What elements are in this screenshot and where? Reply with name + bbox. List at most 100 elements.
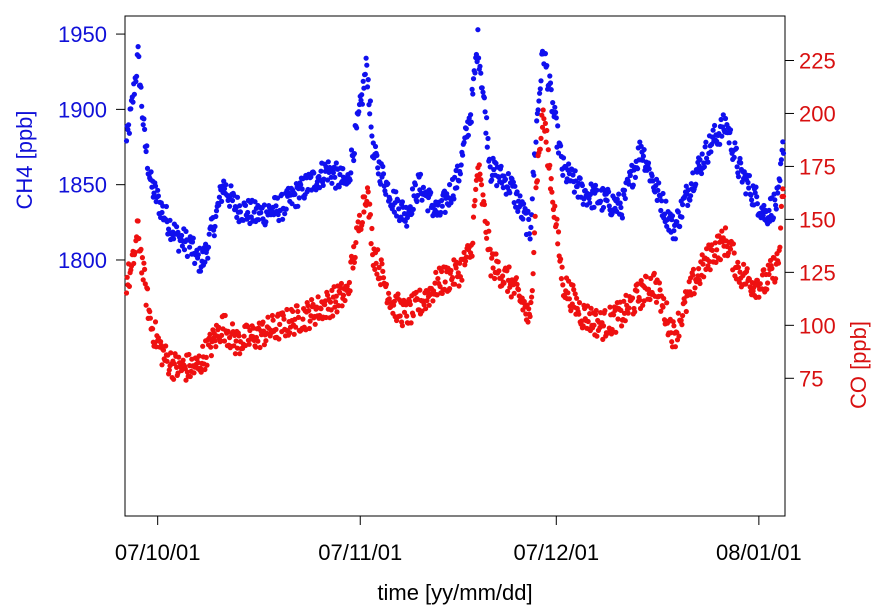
ch4-tick-label: 1900 [58, 97, 107, 122]
data-point [195, 252, 201, 258]
data-point [295, 308, 301, 315]
data-point [709, 247, 716, 253]
data-point [588, 305, 594, 311]
data-point [470, 91, 476, 97]
data-point [152, 183, 159, 189]
data-point [180, 357, 186, 363]
data-point [637, 297, 643, 303]
data-point [134, 73, 140, 79]
data-point [542, 120, 549, 126]
data-point [141, 260, 147, 266]
data-point [206, 231, 212, 237]
data-point [688, 193, 694, 199]
data-point [555, 241, 561, 247]
ch4-axis-title: CH4 [ppb] [12, 110, 37, 209]
data-point [202, 259, 208, 265]
data-point [537, 146, 543, 152]
data-point [600, 204, 607, 211]
data-point [372, 266, 378, 272]
data-point [399, 323, 405, 329]
data-point [560, 282, 566, 288]
data-point [586, 195, 592, 201]
data-point [347, 288, 353, 294]
data-point [346, 279, 352, 286]
data-point [494, 183, 500, 189]
data-point [135, 44, 141, 50]
data-point [404, 223, 410, 229]
data-point [282, 211, 288, 217]
data-point [351, 244, 357, 250]
data-point [479, 85, 485, 91]
data-point [225, 328, 231, 334]
data-point [495, 259, 501, 265]
data-point [566, 296, 573, 302]
data-point [465, 132, 471, 138]
data-point [697, 157, 703, 163]
data-point [269, 312, 275, 319]
data-point [570, 172, 576, 178]
data-point [159, 362, 165, 368]
data-point [527, 313, 533, 320]
co-axis-title: CO [ppb] [846, 321, 871, 409]
data-point [500, 273, 506, 279]
data-point [334, 309, 340, 315]
data-point [375, 165, 381, 171]
data-point [133, 78, 139, 85]
data-point [530, 271, 536, 277]
data-point [456, 178, 462, 184]
data-point [373, 260, 379, 266]
data-point [507, 190, 513, 196]
data-point [609, 326, 615, 333]
data-point [374, 152, 380, 158]
data-point [469, 253, 475, 259]
data-point [533, 185, 539, 191]
data-point [765, 280, 771, 286]
data-point [155, 187, 161, 193]
data-point [671, 323, 677, 329]
data-point [669, 217, 675, 223]
data-point [348, 147, 355, 153]
data-point [646, 166, 652, 172]
data-point [183, 377, 189, 383]
data-point [672, 236, 679, 242]
data-point [669, 339, 675, 345]
data-point [470, 240, 476, 246]
data-point [643, 274, 649, 280]
data-point [679, 322, 685, 328]
data-point [647, 296, 653, 303]
data-point [534, 118, 540, 124]
data-point [527, 236, 533, 242]
data-point [553, 115, 559, 121]
data-point [625, 310, 631, 316]
data-point [237, 351, 243, 357]
data-point [200, 343, 206, 349]
data-point [778, 225, 784, 231]
data-point [702, 144, 708, 150]
data-point [160, 347, 167, 353]
data-point [484, 144, 490, 150]
data-point [216, 194, 222, 200]
data-point [171, 236, 177, 242]
data-point [353, 240, 359, 246]
data-point [318, 306, 324, 312]
data-point [537, 90, 543, 96]
data-point [600, 336, 606, 342]
data-point [447, 182, 453, 188]
data-point [456, 283, 462, 289]
data-point [528, 299, 534, 306]
data-point [387, 196, 393, 203]
data-point [330, 170, 336, 176]
data-point [696, 266, 702, 272]
data-point [223, 182, 229, 188]
data-point [351, 151, 357, 157]
data-point [174, 224, 180, 230]
data-point [242, 202, 249, 208]
data-point [410, 206, 416, 212]
data-point [553, 222, 559, 228]
data-point [131, 91, 137, 97]
data-point [496, 268, 502, 274]
data-point [219, 332, 225, 338]
data-point [241, 333, 247, 339]
data-point [309, 297, 315, 303]
data-point [645, 286, 652, 292]
